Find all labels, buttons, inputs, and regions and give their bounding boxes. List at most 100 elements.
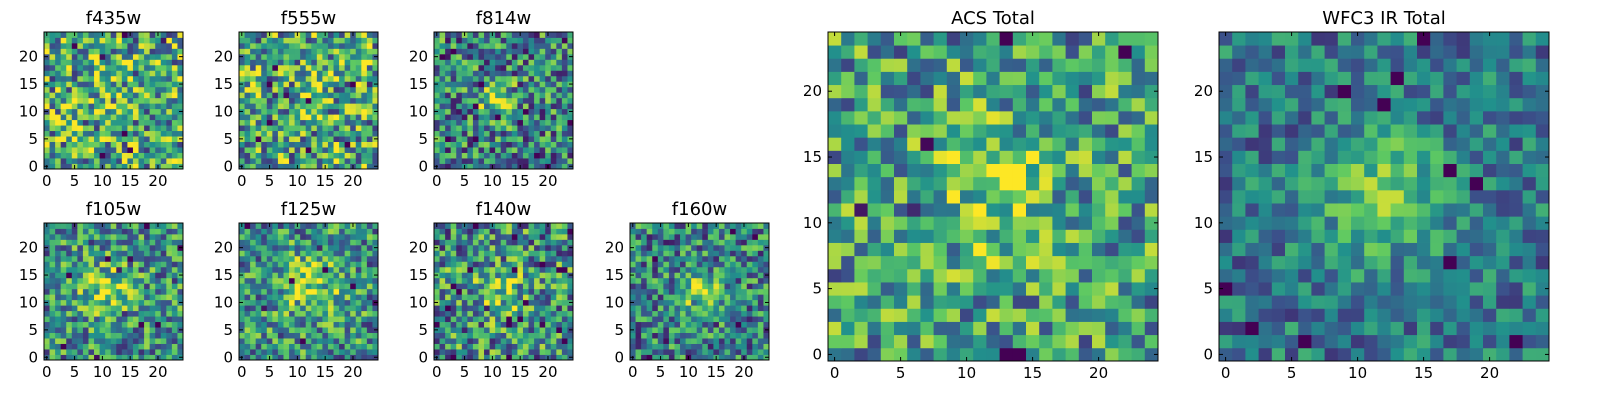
heatmap-cell <box>545 125 552 132</box>
heatmap-cell <box>561 130 568 137</box>
heatmap-cell <box>283 97 290 104</box>
heatmap-cell <box>461 250 468 257</box>
heatmap-cell <box>646 266 653 273</box>
y-tick-label: 10 <box>214 293 233 311</box>
heatmap-cell <box>66 316 73 323</box>
heatmap-cell <box>763 233 770 240</box>
heatmap-cell <box>1118 189 1132 204</box>
heatmap-cell <box>472 299 479 306</box>
heatmap-cell <box>489 141 496 148</box>
heatmap-cell <box>1078 321 1093 336</box>
heatmap-cell <box>149 294 156 301</box>
heatmap-cell <box>77 64 84 71</box>
heatmap-cell <box>366 81 373 88</box>
heatmap-cell <box>255 266 262 273</box>
heatmap-cell <box>82 250 89 257</box>
heatmap-cell <box>99 136 106 142</box>
heatmap-cell <box>630 332 636 339</box>
heatmap-cell <box>880 216 895 230</box>
heatmap-cell <box>166 75 173 82</box>
heatmap-cell <box>741 244 748 251</box>
heatmap-cell <box>289 349 295 355</box>
heatmap-cell <box>478 305 485 312</box>
heatmap-cell <box>366 327 373 333</box>
heatmap-cell <box>82 64 89 71</box>
heatmap-cell <box>478 119 485 126</box>
heatmap-cell <box>177 42 184 49</box>
heatmap-cell <box>160 349 167 355</box>
heatmap-cell <box>461 92 468 99</box>
heatmap-cell <box>105 136 112 142</box>
heatmap-cell <box>685 266 692 273</box>
heatmap-cell <box>439 136 446 142</box>
heatmap-cell <box>322 147 329 153</box>
heatmap-cell <box>144 261 151 268</box>
heatmap-cell <box>339 349 346 355</box>
heatmap-cell <box>1144 282 1159 296</box>
heatmap-cell <box>255 332 262 339</box>
heatmap-cell <box>735 272 742 279</box>
heatmap-cell <box>517 130 524 137</box>
heatmap-cell <box>1012 229 1027 243</box>
heatmap-cell <box>116 266 123 273</box>
heatmap-cell <box>528 288 535 295</box>
heatmap-cell <box>472 81 479 88</box>
heatmap-cell <box>511 272 518 279</box>
heatmap-cell <box>691 266 698 273</box>
heatmap-cell <box>539 42 546 49</box>
heatmap-cell <box>277 53 284 60</box>
heatmap-cell <box>372 147 379 153</box>
y-tick-label: 10 <box>214 102 233 120</box>
heatmap-cell <box>556 48 563 55</box>
heatmap-cell <box>250 86 257 93</box>
heatmap-cell <box>556 349 563 355</box>
heatmap-cell <box>946 163 961 178</box>
heatmap-cell <box>166 354 173 361</box>
heatmap-cell <box>44 321 50 328</box>
heatmap-cell <box>132 294 139 301</box>
heatmap-cell <box>757 354 764 361</box>
heatmap-cell <box>567 283 574 290</box>
heatmap-cell <box>691 239 698 246</box>
heatmap-cell <box>266 152 273 159</box>
heatmap-cell <box>44 114 50 121</box>
heatmap-cell <box>316 42 323 49</box>
heatmap-cell <box>316 354 323 361</box>
heatmap-cell <box>434 59 440 66</box>
heatmap-cell <box>244 48 251 55</box>
heatmap-cell <box>339 37 346 44</box>
heatmap-cell <box>160 114 167 121</box>
heatmap-cell <box>77 310 84 317</box>
heatmap-cell <box>668 255 675 262</box>
heatmap-cell <box>456 244 463 251</box>
heatmap-cell <box>333 244 340 251</box>
heatmap-cell <box>132 327 139 333</box>
heatmap-cell <box>71 332 78 339</box>
heatmap-cell <box>550 114 557 121</box>
heatmap-cell <box>350 119 357 126</box>
heatmap-cell <box>713 332 720 339</box>
heatmap-cell <box>350 233 357 240</box>
heatmap-cell <box>763 321 770 328</box>
heatmap-cell <box>1026 203 1040 217</box>
heatmap-cell <box>88 228 95 235</box>
heatmap-cell <box>534 239 541 246</box>
heatmap-cell <box>500 97 507 104</box>
heatmap-cell <box>166 64 173 71</box>
heatmap-cell <box>305 70 312 77</box>
heatmap-cell <box>539 86 546 93</box>
heatmap-cell <box>66 343 73 350</box>
heatmap-cell <box>461 272 468 279</box>
heatmap-cell <box>1012 268 1027 283</box>
heatmap-cell <box>155 53 162 60</box>
heatmap-cell <box>99 103 106 110</box>
heatmap-cell <box>339 316 346 323</box>
heatmap-cell <box>144 32 151 38</box>
heatmap-cell <box>244 223 251 229</box>
heatmap-cell <box>472 250 479 257</box>
heatmap-cell <box>121 321 128 328</box>
heatmap-cell <box>511 81 518 88</box>
heatmap-cell <box>322 261 329 268</box>
heatmap-cell <box>339 158 346 164</box>
